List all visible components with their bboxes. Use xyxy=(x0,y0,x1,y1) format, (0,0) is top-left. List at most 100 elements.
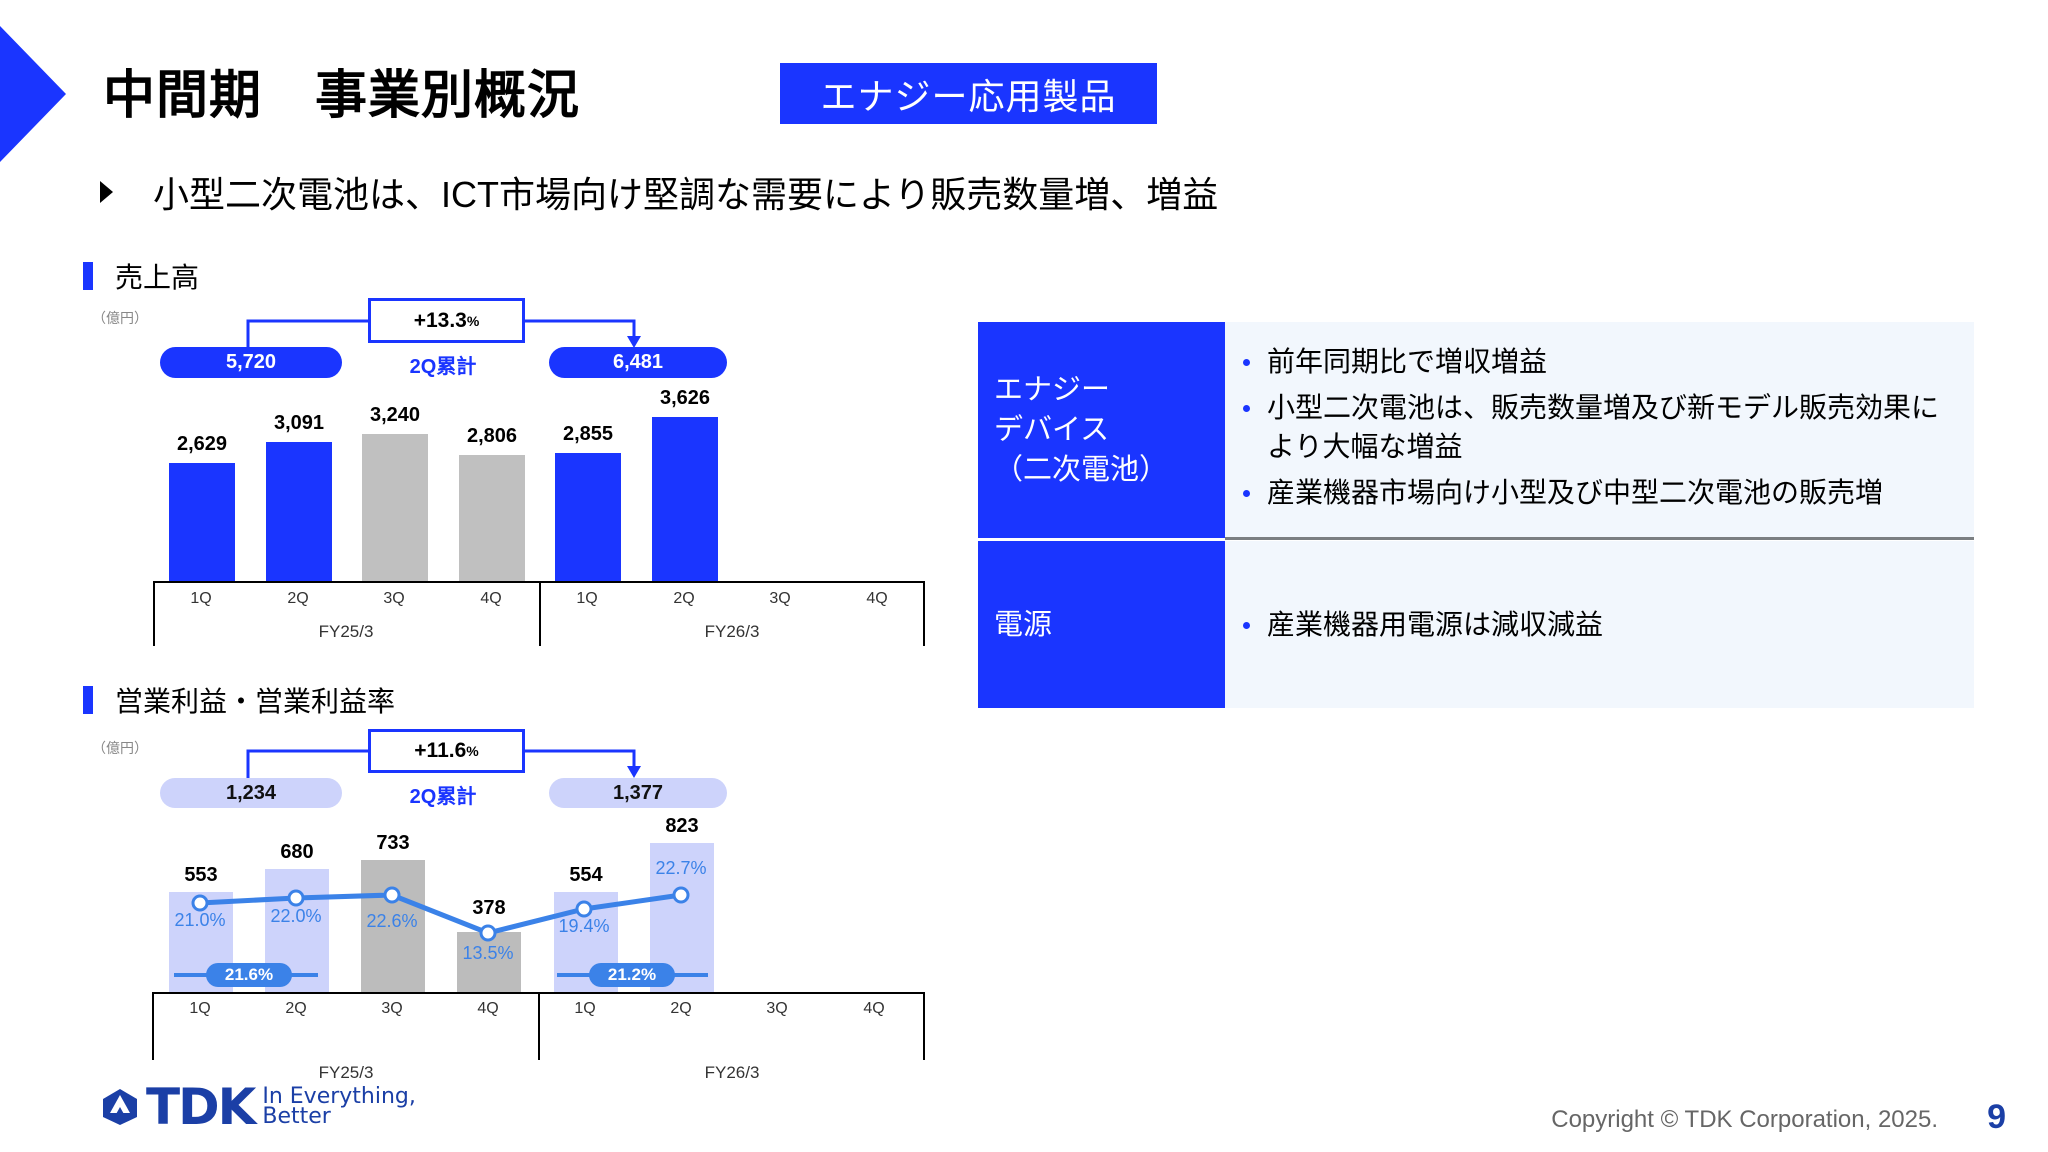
profit-fy-label: FY25/3 xyxy=(318,1063,374,1082)
sales-fy-label: FY26/3 xyxy=(704,622,760,641)
sales-quarter-label: 2Q xyxy=(287,590,309,607)
tagline-line: Better xyxy=(262,1104,331,1129)
sales-value-label: 3,626 xyxy=(659,387,711,409)
tdk-hexagon-logo-icon xyxy=(103,1089,137,1125)
profit-current-cumulative-pill: 1,377 xyxy=(549,778,727,808)
sales-growth-value: +13.3 xyxy=(413,308,467,332)
profit-value-label: 823 xyxy=(665,815,699,837)
sales-current-cumulative-pill: 6,481 xyxy=(549,347,727,378)
profit-value-label: 378 xyxy=(472,897,506,919)
tdk-tagline: In Everything, Better xyxy=(262,1084,416,1129)
sales-growth-box: +13.3% xyxy=(368,298,525,343)
profit-quarter-label: 2Q xyxy=(285,1000,307,1017)
triangle-bullet-icon xyxy=(100,181,113,203)
margin-rate-label: 22.7% xyxy=(655,858,707,878)
profit-bar-fy25-4q xyxy=(457,932,521,993)
profit-quarter-label: 1Q xyxy=(574,1000,596,1017)
page-title: 中間期 事業別概況 xyxy=(103,67,581,125)
margin-rate-label: 13.5% xyxy=(462,943,514,963)
sales-value-label: 3,091 xyxy=(273,412,325,434)
sales-value-label: 2,629 xyxy=(176,433,228,455)
tdk-wordmark: TDK xyxy=(146,1078,256,1136)
sales-value-label: 3,240 xyxy=(369,404,421,426)
profit-quarter-label: 3Q xyxy=(766,1000,788,1017)
profit-cumulative-label: 2Q累計 xyxy=(409,786,477,808)
copyright: Copyright © TDK Corporation, 2025. xyxy=(1551,1106,1938,1133)
margin-rate-label: 22.0% xyxy=(270,906,322,926)
profit-growth-value: +11.6 xyxy=(414,739,467,762)
table-row-divider xyxy=(1225,537,1974,540)
profit-fy-label: FY26/3 xyxy=(704,1063,760,1082)
page-number: 9 xyxy=(1987,1098,2006,1136)
sales-bar-fy25-2q xyxy=(266,442,332,582)
avg-margin-pill-fy25: 21.6% xyxy=(206,963,292,987)
bullet-item: 前年同期比で増収増益 xyxy=(1243,342,1956,381)
sales-growth-unit: % xyxy=(466,312,480,329)
profit-prior-cumulative-pill: 1,234 xyxy=(160,778,342,808)
tagline-line: In Everything, xyxy=(262,1084,416,1109)
sales-quarter-label: 3Q xyxy=(769,590,791,607)
profit-value-label: 554 xyxy=(569,864,603,886)
segment-tag: エナジー応用製品 xyxy=(780,63,1157,124)
row-body: 前年同期比で増収増益 小型二次電池は、販売数量増及び新モデル販売効果により大幅な… xyxy=(1225,322,1974,538)
section-marker-icon xyxy=(83,262,93,290)
sales-connector-arrow-icon xyxy=(246,319,641,348)
profit-unit: （億円） xyxy=(92,740,148,756)
bullet-item: 産業機器市場向け小型及び中型二次電池の販売増 xyxy=(1243,473,1956,512)
row-label: 電源 xyxy=(978,541,1225,708)
profit-quarter-label: 4Q xyxy=(477,1000,499,1017)
profit-section-header: 営業利益・営業利益率 xyxy=(83,680,395,720)
sales-value-label: 2,855 xyxy=(562,423,614,445)
sales-fy-label: FY25/3 xyxy=(318,622,374,641)
sales-quarter-label: 1Q xyxy=(190,590,212,607)
row-label-line: エナジー xyxy=(994,374,1111,406)
profit-growth-unit: % xyxy=(466,743,479,759)
lead-bullet: 小型二次電池は、ICT市場向け堅調な需要により販売数量増、増益 xyxy=(100,166,1218,218)
sales-quarter-label: 4Q xyxy=(480,590,502,607)
row-label-line: デバイス xyxy=(994,414,1110,446)
tdk-logo: TDK In Everything, Better xyxy=(100,1078,416,1136)
chevron-decoration-icon xyxy=(0,26,66,162)
sales-quarter-label: 2Q xyxy=(673,590,695,607)
sales-bar-fy26-2q xyxy=(652,417,718,582)
sales-bar-fy26-1q xyxy=(555,453,621,582)
profit-value-label: 733 xyxy=(376,832,410,854)
margin-rate-label: 21.0% xyxy=(174,910,226,930)
profit-value-label: 680 xyxy=(280,841,314,863)
sales-bar-fy25-4q xyxy=(459,455,525,582)
sales-section-header: 売上高 xyxy=(83,256,199,296)
sales-cumulative-label: 2Q累計 xyxy=(409,356,477,378)
sales-prior-cumulative-pill: 5,720 xyxy=(160,347,342,378)
table-row-energy-devices: エナジー デバイス （二次電池） 前年同期比で増収増益 小型二次電池は、販売数量… xyxy=(978,322,1974,538)
lead-bullet-text: 小型二次電池は、ICT市場向け堅調な需要により販売数量増、増益 xyxy=(153,174,1219,215)
summary-table: エナジー デバイス （二次電池） 前年同期比で増収増益 小型二次電池は、販売数量… xyxy=(978,322,1974,708)
sales-bar-fy25-1q xyxy=(169,463,235,582)
profit-connector-arrow-icon xyxy=(246,749,641,778)
profit-value-label: 553 xyxy=(184,864,218,886)
profit-quarter-label: 3Q xyxy=(381,1000,403,1017)
margin-rate-label: 22.6% xyxy=(366,911,418,931)
sales-quarter-label: 1Q xyxy=(576,590,598,607)
sales-quarter-label: 4Q xyxy=(866,590,888,607)
sales-fy-divider xyxy=(539,581,541,646)
avg-margin-pill-fy26: 21.2% xyxy=(589,963,675,987)
profit-title: 営業利益・営業利益率 xyxy=(115,686,396,717)
sales-value-label: 2,806 xyxy=(466,425,518,447)
sales-title: 売上高 xyxy=(115,262,200,293)
row-label-line: （二次電池） xyxy=(994,454,1169,486)
profit-growth-box: +11.6% xyxy=(368,729,525,773)
operating-margin-line xyxy=(174,886,708,977)
sales-bar-fy25-3q xyxy=(362,434,428,582)
profit-quarter-label: 4Q xyxy=(863,1000,885,1017)
sales-unit: （億円） xyxy=(92,310,148,326)
profit-quarter-label: 1Q xyxy=(189,1000,211,1017)
profit-bar-fy25-3q xyxy=(361,860,425,993)
profit-fy-divider xyxy=(538,992,540,1060)
section-marker-icon xyxy=(83,686,93,714)
bullet-item: 小型二次電池は、販売数量増及び新モデル販売効果により大幅な増益 xyxy=(1243,388,1956,466)
margin-rate-label: 19.4% xyxy=(558,916,610,936)
sales-quarter-label: 3Q xyxy=(383,590,405,607)
row-body: 産業機器用電源は減収減益 xyxy=(1225,541,1974,708)
row-label: エナジー デバイス （二次電池） xyxy=(978,322,1225,538)
bullet-item: 産業機器用電源は減収減益 xyxy=(1243,605,1603,644)
